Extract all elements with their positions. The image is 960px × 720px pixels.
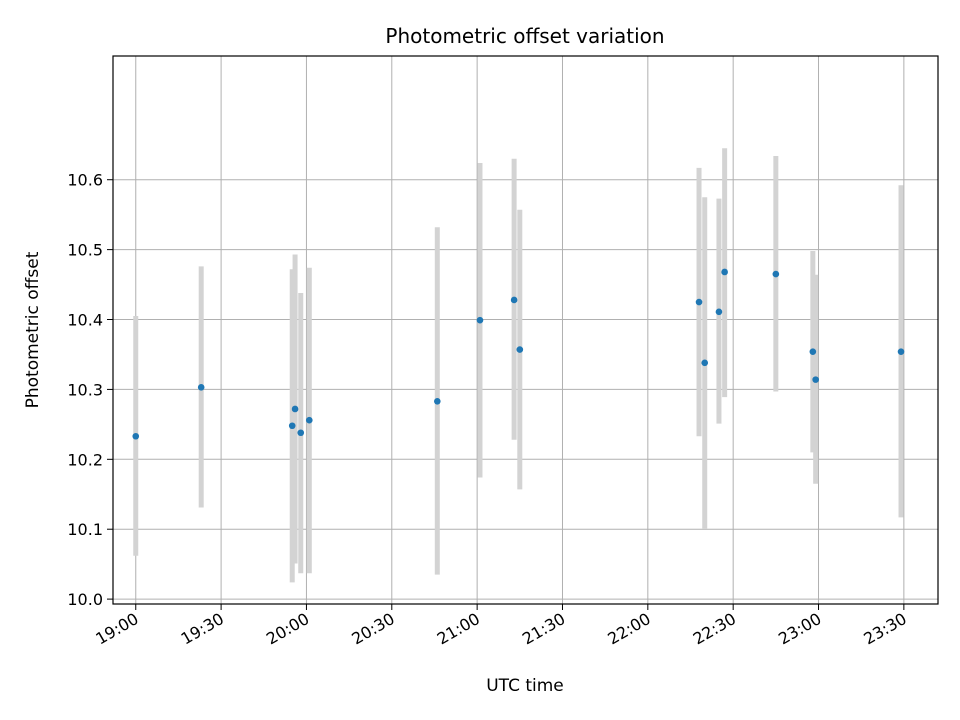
x-axis-label: UTC time [486,676,564,696]
data-point [897,348,905,355]
data-point [701,359,709,367]
y-tick-label: 10.1 [67,520,103,539]
data-point [695,298,703,306]
y-tick-label: 10.5 [67,241,103,260]
plot-frame [112,55,939,605]
y-tick-label: 10.2 [67,450,103,469]
data-point [434,397,441,405]
data-point [510,296,518,304]
y-tick-label: 10.4 [67,311,103,330]
grid [113,56,938,604]
chart-title: Photometric offset variation [385,24,664,48]
y-tick-label: 10.0 [67,590,103,609]
data-point [305,416,313,424]
data-point [132,432,140,440]
y-tick-label: 10.6 [67,171,103,190]
data-point [476,316,484,324]
data-point [288,422,296,430]
y-axis-label: Photometric offset [23,251,43,408]
y-tick-label: 10.3 [67,380,103,399]
data-point [291,405,299,413]
data-point [197,384,205,391]
data-point [812,376,819,383]
data-point [772,270,780,278]
data-point [516,346,524,353]
data-point [809,348,817,355]
data-point [721,268,728,276]
data-point [297,429,305,437]
data-points [132,268,905,440]
data-point [715,308,723,316]
y-axis: 10.0 10.1 10.2 10.3 10.4 10.5 10.6 [67,171,113,609]
